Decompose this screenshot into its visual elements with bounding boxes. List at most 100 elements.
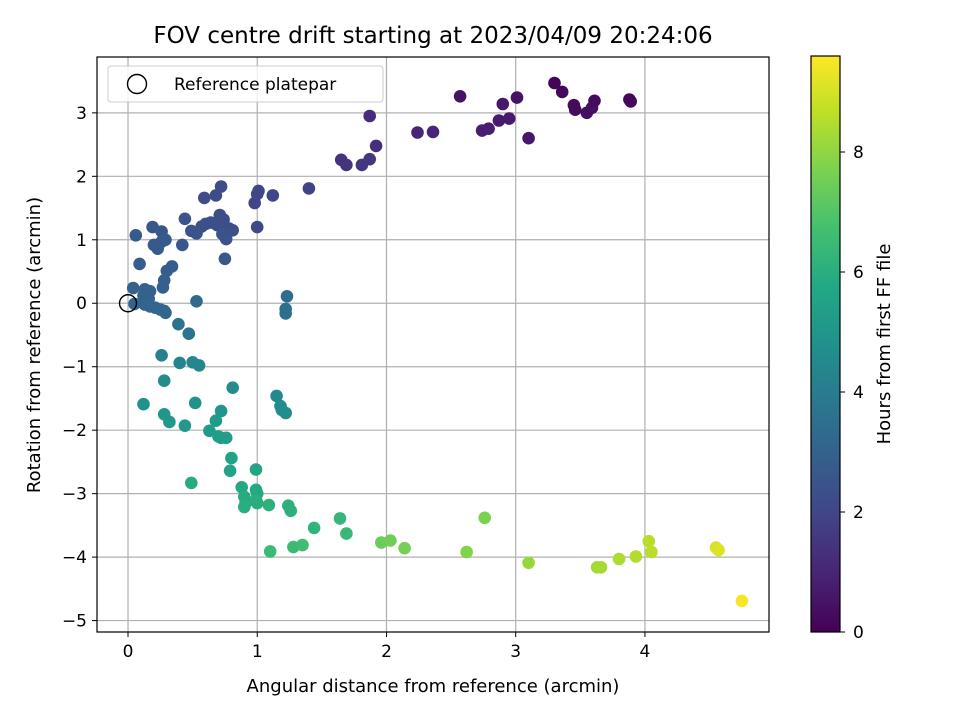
- data-point: [612, 552, 626, 566]
- data-point: [163, 415, 176, 429]
- data-point: [157, 374, 171, 388]
- data-point: [284, 504, 298, 518]
- data-point: [262, 498, 276, 512]
- data-point: [712, 543, 725, 557]
- data-point: [226, 224, 239, 237]
- data-point: [219, 431, 233, 445]
- data-point: [182, 327, 196, 341]
- y-axis-ticks: −5 −4 −3 −2 −1 0 1 2 3: [62, 104, 97, 632]
- data-point: [645, 545, 658, 559]
- data-point: [160, 264, 174, 278]
- data-point: [369, 139, 383, 153]
- data-point: [279, 406, 293, 420]
- data-point: [363, 109, 377, 123]
- data-point: [126, 281, 140, 295]
- data-point: [172, 317, 185, 331]
- colorbar-tick-label: 6: [853, 263, 864, 283]
- x-tick-label: 3: [510, 642, 521, 662]
- data-point: [192, 359, 206, 372]
- data-point: [203, 424, 216, 438]
- data-point: [146, 220, 159, 234]
- data-point: [307, 521, 321, 535]
- colorbar: 0 2 4 6 8 Hours from first FF file: [810, 55, 895, 643]
- data-point: [280, 290, 294, 303]
- x-axis-label: Angular distance from reference (arcmin): [247, 676, 620, 697]
- data-point: [522, 131, 535, 145]
- data-point: [555, 85, 569, 99]
- data-point: [548, 76, 561, 90]
- x-tick-label: 0: [123, 642, 134, 662]
- data-point: [411, 126, 424, 139]
- data-point: [209, 189, 223, 202]
- data-point: [384, 534, 397, 547]
- legend: Reference platepar: [107, 65, 384, 103]
- x-axis-ticks: 0 1 2 3 4: [123, 632, 650, 662]
- data-point: [302, 182, 316, 195]
- chart-title: FOV centre drift starting at 2023/04/09 …: [153, 23, 712, 49]
- grid: [97, 57, 769, 632]
- data-point: [155, 349, 168, 362]
- data-point: [363, 152, 377, 166]
- data-points: [126, 76, 749, 608]
- y-tick-label: 0: [76, 294, 87, 314]
- data-point: [133, 257, 146, 271]
- colorbar-tick-label: 4: [853, 383, 864, 403]
- data-point: [188, 396, 202, 410]
- data-point: [263, 545, 277, 558]
- data-point: [624, 95, 637, 108]
- colorbar-label: Hours from first FF file: [874, 244, 895, 445]
- data-point: [190, 295, 203, 308]
- data-point: [340, 527, 353, 540]
- data-point: [128, 297, 141, 311]
- y-tick-label: 1: [76, 231, 87, 251]
- data-point: [333, 512, 347, 525]
- y-tick-label: −3: [62, 485, 87, 505]
- data-point: [249, 463, 263, 476]
- y-tick-label: −4: [62, 548, 87, 568]
- y-axis-label: Rotation from reference (arcmin): [24, 197, 45, 493]
- data-point: [642, 534, 656, 548]
- data-point: [250, 220, 264, 234]
- data-point: [629, 550, 643, 563]
- colorbar-tick-label: 8: [853, 143, 864, 163]
- data-point: [137, 397, 150, 411]
- data-point: [159, 306, 172, 320]
- data-point: [588, 94, 601, 108]
- data-point: [225, 451, 238, 465]
- data-point: [209, 414, 223, 428]
- data-point: [178, 419, 192, 433]
- colorbar-ticks: 0 2 4 6 8: [840, 143, 864, 643]
- data-point: [266, 189, 280, 202]
- data-point: [482, 122, 495, 135]
- data-point: [496, 97, 510, 111]
- data-point: [176, 238, 189, 252]
- data-point: [270, 389, 283, 403]
- data-point: [226, 381, 239, 395]
- data-point: [492, 114, 506, 127]
- x-tick-label: 2: [381, 642, 392, 662]
- data-point: [522, 556, 535, 570]
- data-point: [219, 232, 233, 246]
- data-point: [214, 404, 228, 418]
- legend-box: [107, 65, 384, 103]
- y-tick-label: −1: [62, 358, 87, 378]
- data-point: [426, 125, 440, 139]
- data-point: [159, 233, 172, 247]
- legend-label-reference: Reference platepar: [174, 75, 336, 95]
- data-point: [502, 112, 516, 125]
- colorbar-gradient: [810, 55, 841, 633]
- colorbar-tick-label: 2: [853, 503, 864, 523]
- data-point: [235, 481, 248, 494]
- colorbar-tick-label: 0: [853, 623, 864, 643]
- data-point: [218, 252, 232, 266]
- y-tick-label: −5: [62, 612, 87, 632]
- y-tick-label: −2: [62, 421, 87, 441]
- reference-platepar-marker: [118, 294, 138, 313]
- data-point: [248, 196, 261, 210]
- plot-frame: [96, 56, 770, 633]
- data-point: [735, 594, 749, 608]
- data-point: [178, 212, 192, 226]
- data-point: [568, 103, 582, 116]
